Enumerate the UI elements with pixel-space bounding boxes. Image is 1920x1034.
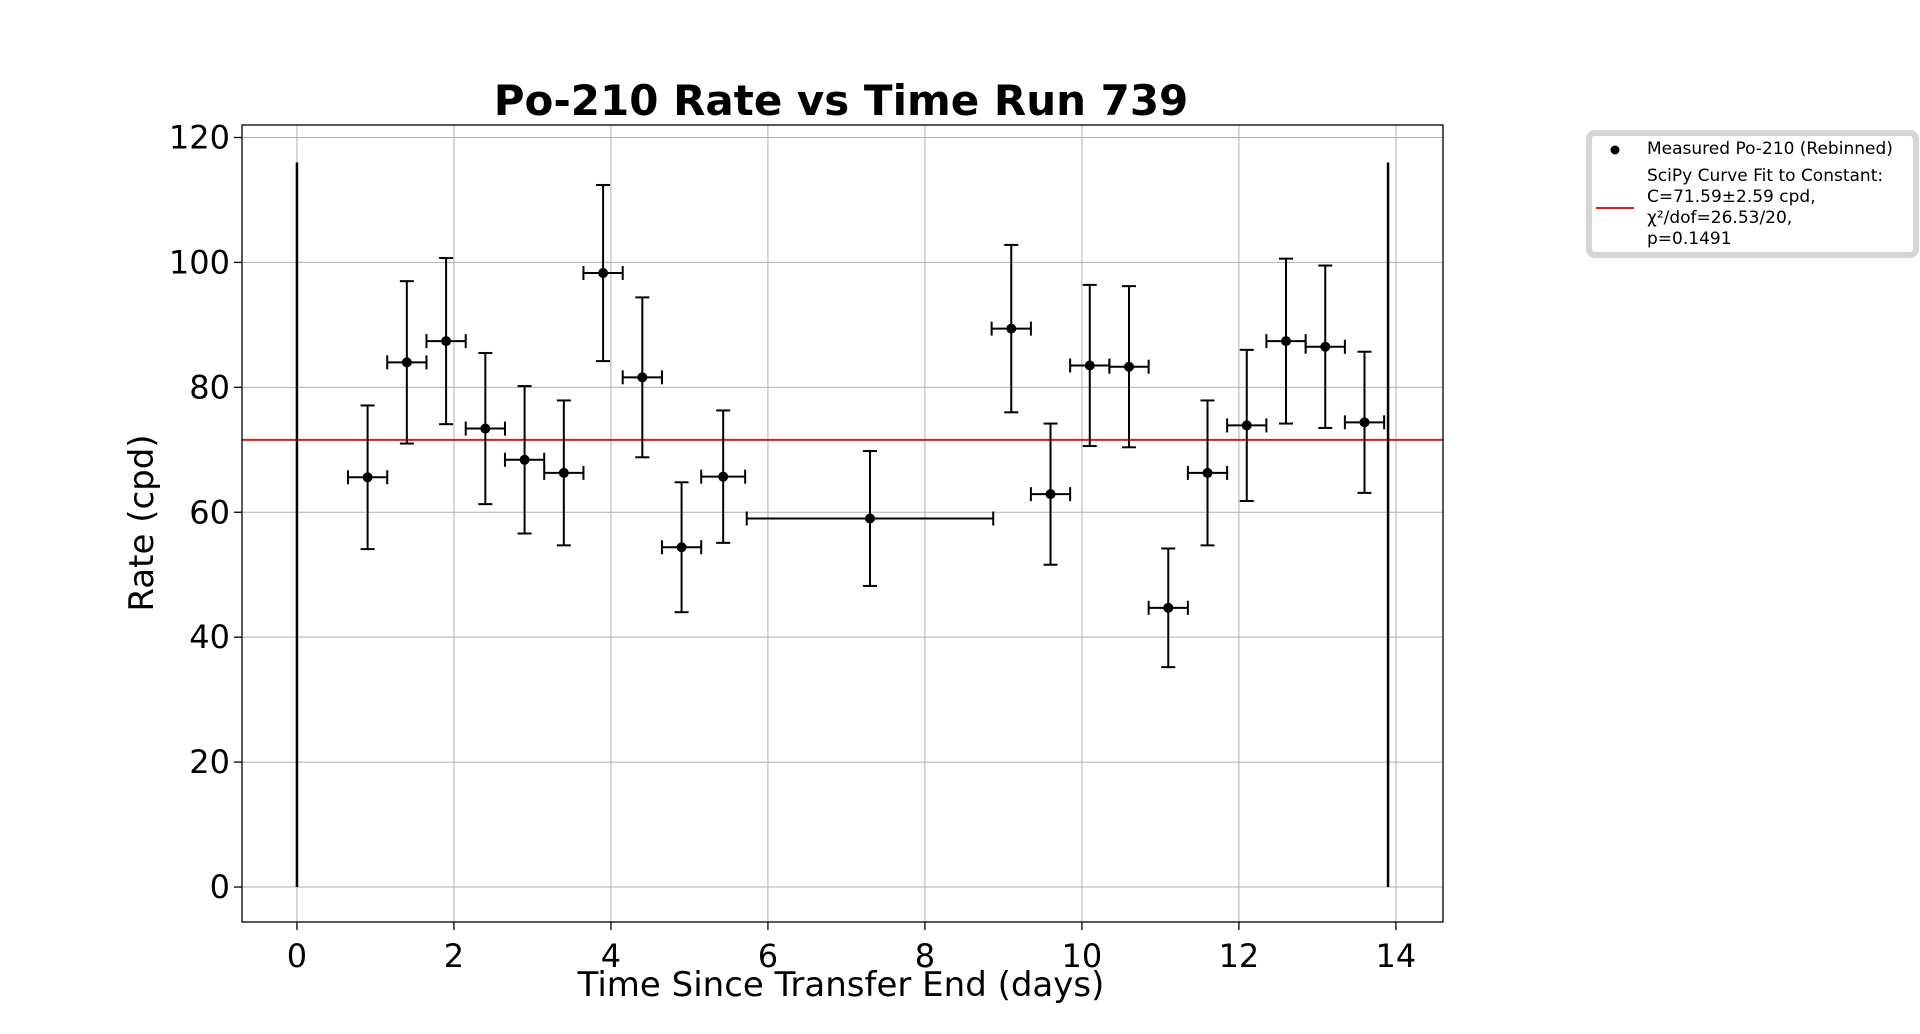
axes: 0 2 4 6 8 10 12 14 0 20 40 60 80 100 120 xyxy=(169,118,1416,975)
y-tick-label: 40 xyxy=(189,618,230,656)
data-point xyxy=(1241,420,1252,431)
data-point-errorbar xyxy=(660,481,703,614)
x-tick-label: 14 xyxy=(1376,937,1417,975)
legend-fit-line: χ²/dof=26.53/20, xyxy=(1647,208,1792,228)
data-point xyxy=(718,471,729,482)
data-point-errorbar xyxy=(1108,285,1150,449)
data-point-errorbar xyxy=(543,399,585,547)
data-point-errorbar xyxy=(386,280,428,445)
x-tick-label: 2 xyxy=(444,937,464,975)
legend-fit-line: C=71.59±2.59 cpd, xyxy=(1647,187,1816,207)
y-tick-label: 120 xyxy=(169,118,230,156)
data-point-errorbar xyxy=(1304,264,1346,429)
y-tick-label: 60 xyxy=(189,493,230,531)
data-point xyxy=(1084,360,1095,371)
plot-area xyxy=(242,162,1443,888)
x-axis-title: Time Since Transfer End (days) xyxy=(577,965,1105,1005)
data-point-errorbar xyxy=(582,183,624,363)
data-point-errorbar xyxy=(464,351,506,506)
data-point xyxy=(558,467,569,478)
x-tick-label: 0 xyxy=(287,937,307,975)
data-point-errorbar xyxy=(621,296,663,459)
data-point-errorbar xyxy=(1069,283,1111,448)
data-point-errorbar xyxy=(425,257,467,426)
x-tick-label: 10 xyxy=(1062,937,1103,975)
y-tick-label: 80 xyxy=(189,368,230,406)
data-point xyxy=(401,357,412,368)
y-tick-label: 100 xyxy=(169,243,230,281)
y-tick-label: 0 xyxy=(210,868,230,906)
data-point xyxy=(480,423,491,434)
data-point-errorbar xyxy=(1265,257,1307,425)
legend-label-fit: SciPy Curve Fit to Constant: C=71.59±2.59… xyxy=(1647,166,1883,249)
data-point xyxy=(1045,489,1056,500)
data-point xyxy=(1320,341,1331,352)
data-point xyxy=(1202,467,1213,478)
y-axis-title: Rate (cpd) xyxy=(122,434,162,611)
data-point xyxy=(864,513,875,524)
data-point xyxy=(1163,602,1174,613)
data-point xyxy=(637,372,648,383)
data-point-errorbar xyxy=(1226,348,1268,503)
data-point-errorbar xyxy=(1147,547,1189,669)
data-point-errorbar xyxy=(700,409,747,544)
x-tick-label: 4 xyxy=(601,937,621,975)
grid xyxy=(242,125,1443,922)
legend-marker-measured xyxy=(1610,145,1620,155)
x-tick-label: 6 xyxy=(758,937,778,975)
legend-box xyxy=(1586,130,1919,258)
data-point xyxy=(441,336,452,347)
data-point-errorbar xyxy=(503,385,546,535)
y-tick-label: 20 xyxy=(189,743,230,781)
legend-label-measured: Measured Po-210 (Rebinned) xyxy=(1647,139,1893,159)
legend-fit-line: p=0.1491 xyxy=(1647,229,1732,249)
data-point-errorbar xyxy=(1343,350,1386,494)
data-point xyxy=(1006,323,1017,334)
data-point-errorbar xyxy=(346,404,389,551)
data-point-errorbar xyxy=(1186,399,1229,547)
data-point xyxy=(1281,336,1292,347)
data-point xyxy=(1124,361,1135,372)
data-point xyxy=(519,454,530,465)
x-tick-label: 12 xyxy=(1219,937,1260,975)
data-point xyxy=(1359,417,1370,428)
chart-title: Po-210 Rate vs Time Run 739 xyxy=(494,76,1189,125)
data-point xyxy=(598,268,609,279)
plot-frame xyxy=(241,124,1444,923)
data-point-errorbar xyxy=(1029,422,1072,566)
data-point-errorbar xyxy=(990,243,1032,414)
data-point xyxy=(362,472,373,483)
legend: Measured Po-210 (Rebinned) SciPy Curve F… xyxy=(1586,130,1919,258)
legend-fit-line: SciPy Curve Fit to Constant: xyxy=(1647,166,1883,186)
data-point-errorbar xyxy=(745,450,995,587)
data-point xyxy=(676,542,687,553)
x-tick-label: 8 xyxy=(915,937,935,975)
